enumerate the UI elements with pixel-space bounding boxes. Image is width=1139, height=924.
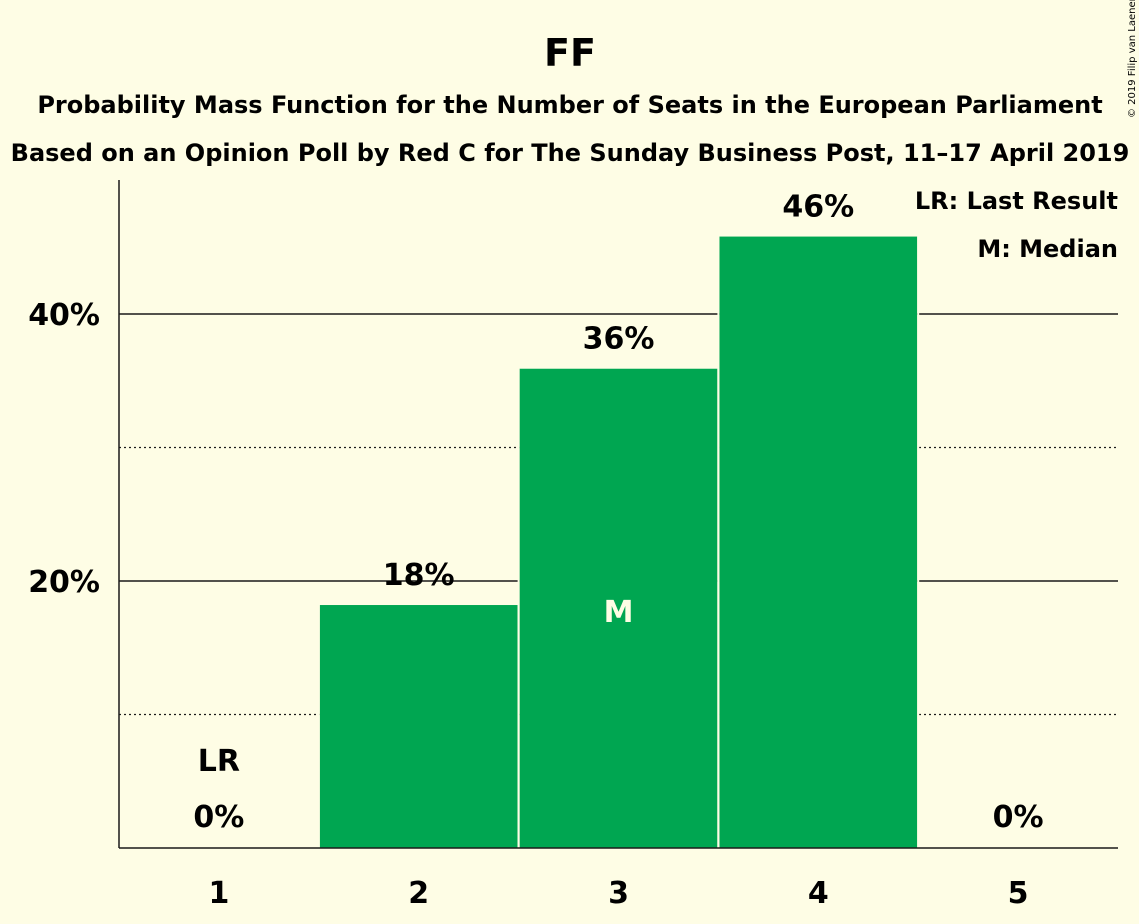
- legend-median: M: Median: [977, 235, 1118, 263]
- data-label: 0%: [993, 800, 1044, 835]
- chart-title: FF: [544, 31, 596, 75]
- bars: [317, 236, 920, 848]
- bar: [719, 236, 918, 848]
- median-marker: M: [604, 595, 634, 630]
- data-label: 46%: [782, 190, 854, 225]
- x-tick-label: 2: [408, 876, 429, 911]
- data-label: 0%: [193, 800, 244, 835]
- chart-subtitle-line-2: Based on an Opinion Poll by Red C for Th…: [11, 139, 1130, 167]
- data-label: 36%: [583, 322, 655, 357]
- chart-subtitle-line-1: Probability Mass Function for the Number…: [37, 91, 1102, 119]
- legend-last-result: LR: Last Result: [915, 187, 1118, 215]
- x-tick-label: 3: [608, 876, 629, 911]
- y-tick-label: 40%: [28, 298, 100, 333]
- axes: [118, 180, 1118, 849]
- x-tick-label: 4: [808, 876, 829, 911]
- labels: 20% 40% 1 2 3 4 5 0% 18% 36% 46% 0% LR M: [28, 190, 1043, 911]
- bar: [519, 368, 718, 848]
- data-label: 18%: [383, 558, 455, 593]
- y-tick-label: 20%: [28, 565, 100, 600]
- x-tick-label: 1: [208, 876, 229, 911]
- bar: [319, 605, 518, 848]
- last-result-marker: LR: [198, 744, 240, 779]
- x-tick-label: 5: [1008, 876, 1029, 911]
- copyright-note: © 2019 Filip van Laenen: [1127, 0, 1138, 118]
